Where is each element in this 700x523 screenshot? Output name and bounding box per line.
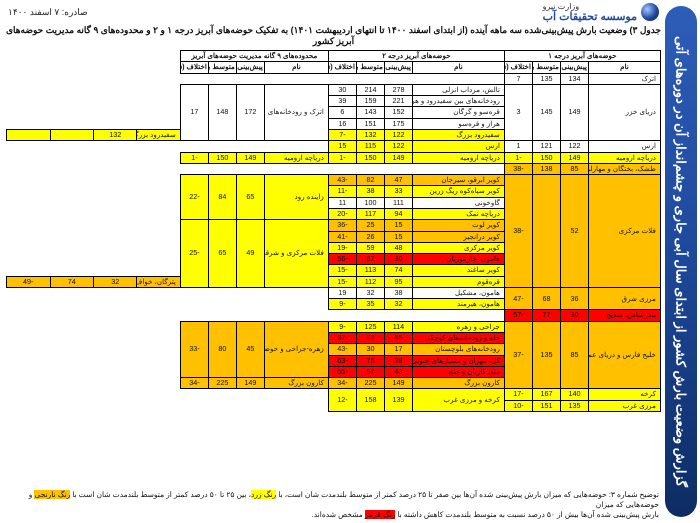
cell-name: تالش، مرداب انزلی xyxy=(412,84,504,95)
group3-header: محدوده‌های ۹ گانه مدیریت حوضه‌های آبریز xyxy=(180,51,328,62)
cell-name: طشک، بختگان و مهارلو xyxy=(589,163,661,174)
cell-name: هامون، مشکیل xyxy=(412,287,504,298)
cell-name: دریاچه ارومیه xyxy=(412,152,504,163)
col-pishbini: پیش‌بینی (mm) xyxy=(236,62,264,73)
logo-icon xyxy=(641,3,659,21)
cell-name: کارون بزرگ xyxy=(264,378,328,389)
cell-name: دریاچه ارومیه xyxy=(589,152,661,163)
main-table: حوضه‌های آبریز درجه ۱ حوضه‌های آبریز درج… xyxy=(6,50,661,412)
cell-name: کارون بزرگ xyxy=(412,378,504,389)
cell-name: زاینده رود xyxy=(264,175,328,220)
cell-name: دریاچه ارومیه xyxy=(264,152,328,163)
col-pishbini: پیش‌بینی (mm) xyxy=(384,62,412,73)
cell-name: سفیدرود بزرگ xyxy=(412,129,504,140)
cell-name: دریاچه نمک xyxy=(412,208,504,219)
cell-name: رودخانه‌های بین سفیدرود و هراز xyxy=(412,96,504,107)
cell-name: کویر مرکزی xyxy=(412,242,504,253)
table-row: دریاچه ارومیه149150-1دریاچه ارومیه149150… xyxy=(7,152,661,163)
table-row: فلات مرکزی52-38کویر ابرقو، سیرجان4782-43… xyxy=(7,175,661,186)
cell-name: فلات مرکزی xyxy=(589,175,661,288)
col-ekhtelaf: اختلاف (%) xyxy=(504,62,532,73)
cell-name: دریای خزر xyxy=(589,84,661,140)
cell-name: بندرعباس، سدیج xyxy=(589,310,661,321)
cell-name: اترک xyxy=(589,73,661,84)
col-motavaset: متوسط بلندمدت (mm) xyxy=(208,62,236,73)
cell-name: مند، کاریان و خنج xyxy=(412,366,504,377)
col-ekhtelaf: اختلاف (%) xyxy=(180,62,208,73)
col-motavaset: متوسط بلندمدت (mm) xyxy=(356,62,384,73)
table-row: مرزی شرق3668-47هامون، مشکیل383219 xyxy=(7,287,661,298)
cell-name: ارس xyxy=(412,141,504,152)
cell-name: کویر لوت xyxy=(412,220,504,231)
cell-name: کویر ابرقو، سیرجان xyxy=(412,175,504,186)
col-header-row: نام پیش‌بینی (mm) متوسط بلندمدت (mm) اخت… xyxy=(7,62,661,73)
cell-name: کرخه و مرزی غرب xyxy=(412,389,504,412)
cell-name: گاوخونی xyxy=(412,197,504,208)
table-row: اترک1341357 xyxy=(7,73,661,84)
group1-header: حوضه‌های آبریز درجه ۱ xyxy=(504,51,660,62)
cell-name: کویر سیاه‌کوه ریگ زرین xyxy=(412,186,504,197)
cell-name: خلیج فارس و دریای عمان xyxy=(589,321,661,389)
cell-name: مرزی غرب xyxy=(589,400,661,411)
col-pishbini: پیش‌بینی (mm) xyxy=(561,62,589,73)
cell-name: هامون، هیرمند xyxy=(412,299,504,310)
cell-name: سفیدرود بزرگ xyxy=(137,129,180,140)
cell-name: اترک و رودخانه‌های شمالی xyxy=(264,84,328,140)
table-row: طشک، بختگان و مهارلو85138-38 xyxy=(7,163,661,174)
col-name: نام xyxy=(589,62,661,73)
cell-name: پترگان، خواف xyxy=(137,276,180,287)
cell-name: رودخانه‌های بلوچستان xyxy=(412,344,504,355)
page-header: وزارت نیرو موسسه تحقیقات آب صادره: ۷ اسف… xyxy=(6,3,661,23)
cell-name: جراحی و زهره xyxy=(412,321,504,332)
col-motavaset: متوسط بلندمدت (mm) xyxy=(533,62,561,73)
table-row: بندرعباس، سدیج3077-57 xyxy=(7,310,661,321)
table-row: کرخه140167-17کرخه و مرزی غرب139158-12 xyxy=(7,389,661,400)
cell-name: هامون، جازموریان xyxy=(412,254,504,265)
sidebar-title: گزارش وضعیت بارش کشور از ابتدای سال آبی … xyxy=(665,6,697,517)
col-name: نام xyxy=(412,62,504,73)
cell-name: هراز و قره‌سو xyxy=(412,118,504,129)
table-caption: جدول ۳) وضعیت بارش پیش‌بینی‌شده سه ماهه … xyxy=(6,25,661,47)
cell-name: ارس xyxy=(589,141,661,152)
cell-name: کل، مهران و مسیل‌های جنوبی xyxy=(412,355,504,366)
cell-name: کویر درانجیر xyxy=(412,231,504,242)
brand-label: موسسه تحقیقات آب xyxy=(543,10,637,23)
cell-name: فلات مرکزی و شرقی xyxy=(264,220,328,288)
group2-header: حوضه‌های آبریز درجه ۲ xyxy=(328,51,504,62)
table-row: ارس1221211ارس12211515 xyxy=(7,141,661,152)
cell-name: مرزی شرق xyxy=(589,287,661,310)
table-row: دریای خزر1491453تالش، مرداب انزلی2782143… xyxy=(7,84,661,95)
cell-name: کرخه xyxy=(589,389,661,400)
col-ekhtelaf: اختلاف (%) xyxy=(328,62,356,73)
cell-name: قره‌قوم xyxy=(412,276,504,287)
col-name: نام xyxy=(264,62,328,73)
cell-name: قره‌سو و گرگان xyxy=(412,107,504,118)
cell-name: کویر ساغند xyxy=(412,265,504,276)
cell-name: زهره-جراحی و حوضه‌های جنوبی xyxy=(264,321,328,377)
group-header-row: حوضه‌های آبریز درجه ۱ حوضه‌های آبریز درج… xyxy=(7,51,661,62)
cell-name: حله و رودخانه‌های کوچک xyxy=(412,333,504,344)
issue-date: صادره: ۷ اسفند ۱۴۰۰ xyxy=(8,7,88,18)
table-row: خلیج فارس و دریای عمان85135-37جراحی و زه… xyxy=(7,321,661,332)
footer-note: توضیح شماره ۳: حوضه‌هایی که میزان بارش پ… xyxy=(6,487,661,520)
